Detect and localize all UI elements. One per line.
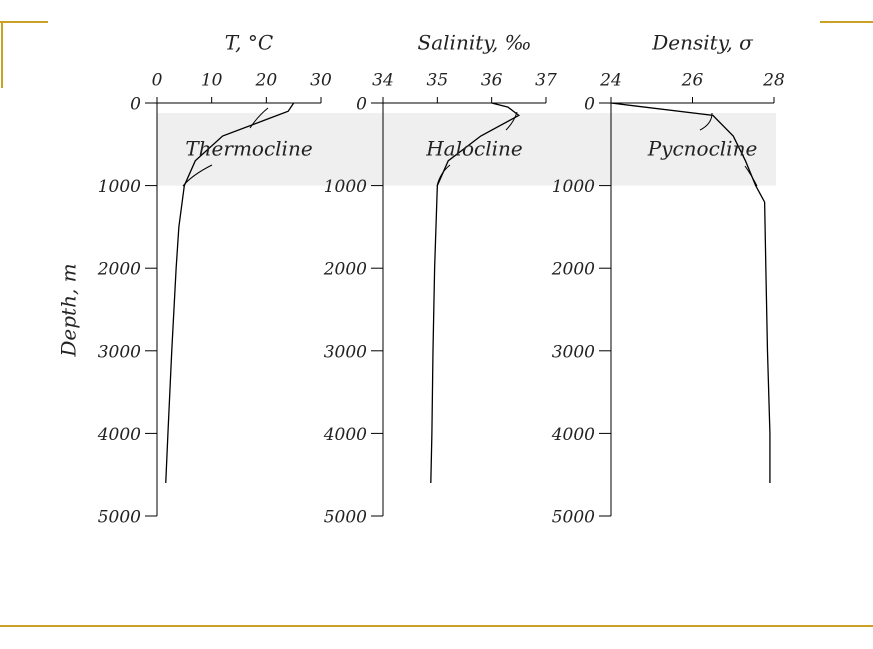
y-tick-label: 5000 [552,508,595,528]
x-tick-label: 30 [310,71,332,91]
profile-line [165,102,295,483]
axis-title: Density, σ [651,31,754,55]
band [611,112,776,186]
leader [505,111,518,131]
y-tick-label: 4000 [97,425,141,445]
y-tick-label: 4000 [323,425,367,445]
y-tick-label: 2000 [551,260,595,280]
leader [744,165,758,187]
leaders [182,107,758,187]
y-tick-label: 1000 [324,177,367,197]
y-tick-label: 5000 [324,508,367,528]
plots: 0 10 20 30 0 1000 2000 3000 4000 5000 T, °C Thermoc… [57,31,785,528]
band [383,112,611,186]
axis-title: Salinity, ‰ [418,31,532,55]
y-tick-label: 5000 [98,508,141,528]
leader [182,164,213,187]
x-tick-label: 20 [255,71,278,91]
y-tick-label: 3000 [98,342,141,362]
annotation: Pycnocline [647,137,758,161]
y-tick-label: 1000 [552,177,595,197]
bands [157,112,776,186]
x-tick-label: 0 [152,71,163,91]
y-tick-label: 3000 [324,342,367,362]
y-tick-label: 3000 [552,342,595,362]
x-tick-label: 34 [372,71,394,91]
x-tick-label: 37 [535,71,557,91]
leader [436,164,451,187]
y-tick-label: 2000 [97,260,141,280]
x-tick-label: 36 [481,71,503,91]
x-tick-label: 35 [427,71,449,91]
band [157,112,383,186]
x-tick-label: 24 [599,71,622,91]
leader [699,112,713,131]
y-tick-label: 0 [130,95,141,115]
x-tick-label: 10 [201,71,223,91]
x-tick-label: 26 [681,71,704,91]
y-axis-title: Depth, m [57,263,81,357]
y-tick-label: 1000 [98,177,141,197]
profile-line [610,102,771,483]
y-tick-label: 4000 [551,425,595,445]
annotation: Halocline [425,137,523,161]
leader [249,107,269,129]
x-tick-label: 28 [762,71,785,91]
y-tick-label: 2000 [323,260,367,280]
y-tick-label: 0 [584,95,595,115]
annotation: Thermocline [185,137,312,161]
axis-title: T, °C [225,31,273,55]
y-tick-label: 0 [356,95,367,115]
